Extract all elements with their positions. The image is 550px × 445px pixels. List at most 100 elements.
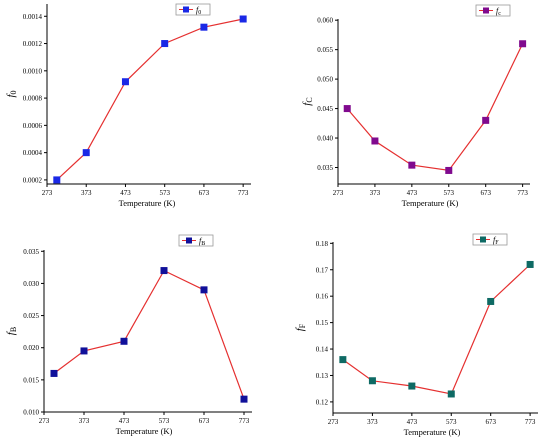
y-tick-label: 0.035	[23, 248, 39, 256]
data-point-marker	[519, 40, 527, 48]
data-point-marker	[82, 149, 90, 157]
y-tick-label: 0.030	[23, 280, 39, 288]
y-tick-label: 0.0008	[23, 95, 43, 103]
data-point-marker	[339, 356, 347, 364]
legend-marker	[186, 237, 192, 244]
data-point-marker	[482, 116, 490, 124]
data-point-marker	[120, 337, 128, 345]
y-tick-label: 0.0002	[23, 176, 43, 184]
data-point-marker	[160, 267, 168, 275]
data-point-marker	[239, 15, 247, 23]
axis-lines	[332, 242, 538, 414]
legend-label: f0	[196, 6, 201, 17]
data-point-marker	[371, 137, 379, 145]
x-tick-label: 373	[81, 189, 92, 197]
data-point-marker	[80, 347, 88, 355]
y-tick-label: 0.18	[316, 240, 329, 248]
y-tick-label: 0.060	[317, 17, 333, 25]
chart-panel-4: 273 373 473 573 673 773 0.12 0.13 0.14 0.15 0.16 0.…	[294, 233, 538, 437]
y-tick-label: 0.025	[23, 312, 39, 320]
axis-lines	[43, 250, 252, 413]
series-line	[346, 43, 524, 172]
axis-lines	[337, 19, 530, 185]
data-point-marker	[445, 166, 453, 174]
legend-label: fc	[496, 7, 501, 18]
x-tick-label: 273	[328, 418, 339, 426]
x-axis-label: Temperature (K)	[116, 426, 173, 436]
y-tick-label: 0.17	[316, 266, 329, 274]
y-tick-label: 0.12	[316, 398, 329, 406]
x-tick-label: 773	[239, 417, 250, 425]
y-tick-label: 0.15	[316, 319, 329, 327]
series-line	[56, 18, 244, 181]
y-tick-label: 0.015	[23, 376, 39, 384]
x-tick-label: 773	[517, 189, 528, 197]
x-tick-label: 673	[485, 418, 496, 426]
y-axis-label: fC	[301, 97, 314, 105]
y-tick-label: 0.14	[316, 346, 329, 354]
y-axis-label: f0	[5, 90, 18, 97]
y-tick-label: 0.035	[317, 164, 333, 172]
data-point-marker	[200, 23, 208, 31]
y-axis-label: fF	[294, 323, 307, 331]
chart-panel-3: 273 373 473 573 673 773 0.010 0.015 0.020 0.025 0.…	[5, 234, 252, 436]
x-tick-label: 273	[333, 189, 344, 197]
data-point-marker	[343, 105, 351, 113]
data-point-marker	[487, 297, 495, 305]
y-tick-label: 0.0014	[23, 13, 43, 21]
y-tick-label: 0.16	[316, 293, 329, 301]
y-tick-label: 0.040	[317, 135, 333, 143]
x-tick-label: 273	[39, 417, 50, 425]
x-tick-label: 573	[444, 189, 455, 197]
x-tick-label: 273	[42, 189, 53, 197]
y-tick-label: 0.055	[317, 46, 333, 54]
x-tick-label: 373	[370, 189, 381, 197]
legend-marker	[183, 6, 189, 13]
x-tick-label: 473	[407, 189, 418, 197]
x-tick-label: 373	[367, 418, 378, 426]
x-axis-label: Temperature (K)	[404, 427, 461, 437]
legend-marker	[480, 236, 486, 243]
y-tick-label: 0.0012	[23, 40, 43, 48]
data-point-marker	[161, 40, 169, 48]
series-line	[53, 269, 245, 400]
x-tick-label: 373	[79, 417, 90, 425]
data-point-marker	[53, 176, 61, 184]
x-tick-label: 473	[407, 418, 418, 426]
x-tick-label: 573	[159, 189, 170, 197]
x-axis-label: Temperature (K)	[119, 198, 176, 208]
data-point-marker	[121, 78, 129, 86]
y-tick-label: 0.0010	[23, 67, 43, 75]
x-axis-label: Temperature (K)	[402, 198, 459, 208]
x-tick-label: 673	[199, 189, 210, 197]
axis-lines	[46, 4, 251, 185]
y-tick-label: 0.020	[23, 344, 39, 352]
data-point-marker	[447, 390, 455, 398]
data-point-marker	[368, 377, 376, 385]
legend-marker	[483, 7, 489, 14]
x-tick-label: 673	[480, 189, 491, 197]
data-point-marker	[408, 161, 416, 169]
x-tick-label: 473	[120, 189, 131, 197]
data-point-marker	[526, 260, 534, 268]
y-tick-label: 0.0006	[23, 122, 43, 130]
y-tick-label: 0.0004	[23, 149, 43, 157]
data-point-marker	[200, 286, 208, 294]
x-tick-label: 673	[199, 417, 210, 425]
y-tick-label: 0.050	[317, 76, 333, 84]
chart-panel-2: 273 373 473 573 673 773 0.035 0.040 0.045 0.050 0.…	[301, 4, 530, 208]
data-point-marker	[408, 382, 416, 390]
data-point-marker	[50, 369, 58, 377]
y-tick-label: 0.13	[316, 372, 329, 380]
y-tick-label: 0.010	[23, 409, 39, 417]
series-line	[342, 264, 531, 395]
x-tick-label: 773	[525, 418, 536, 426]
y-axis-label: fB	[5, 327, 18, 335]
legend-label: fF	[493, 236, 499, 247]
data-point-marker	[240, 395, 248, 403]
x-tick-label: 573	[159, 417, 170, 425]
x-tick-label: 573	[446, 418, 457, 426]
x-tick-label: 773	[238, 189, 249, 197]
legend-label: fB	[199, 237, 205, 248]
